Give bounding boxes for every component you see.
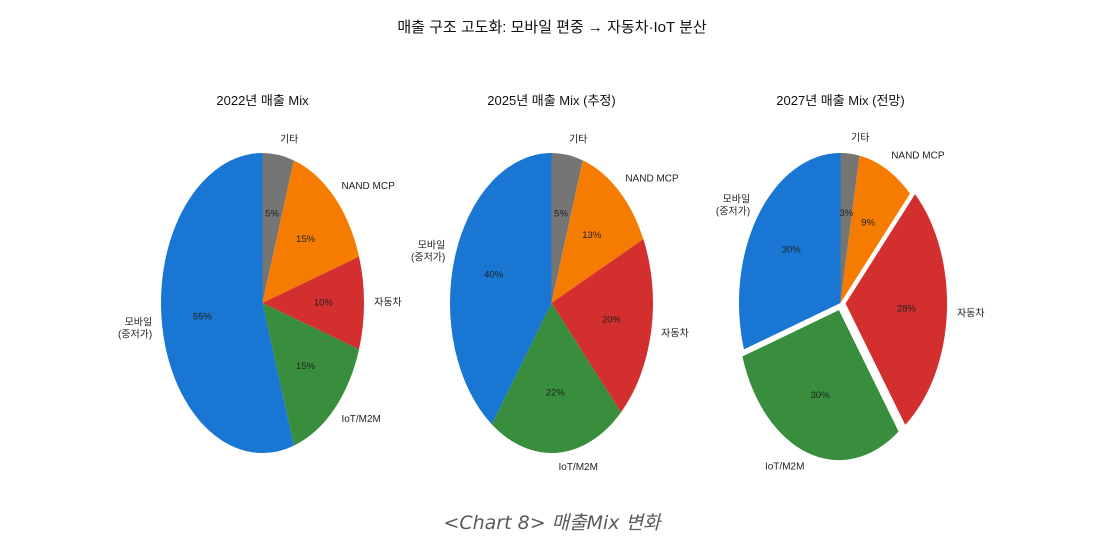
slice-label: IoT/M2M bbox=[559, 462, 598, 473]
pie-slice bbox=[262, 256, 364, 350]
pie-slice bbox=[742, 310, 899, 461]
pie-chart-2027: 2027년 매출 Mix (전망) 30% 30% 28% 9% 3% 모바일 (중저가) I… bbox=[716, 93, 985, 473]
slice-percent: 5% bbox=[554, 209, 568, 220]
slice-label: IoT/M2M bbox=[341, 414, 380, 425]
slice-label: NAND MCP bbox=[625, 174, 679, 185]
slice-label: IoT/M2M bbox=[765, 462, 804, 473]
slice-percent: 15% bbox=[296, 361, 316, 372]
slice-percent: 30% bbox=[782, 245, 802, 256]
chart-title: 매출 구조 고도화: 모바일 편중 → 자동차·IoT 분산 bbox=[397, 19, 707, 36]
slice-percent: 55% bbox=[193, 312, 213, 323]
slice-label: 모바일 (중저가) bbox=[716, 194, 750, 218]
slice-percent: 15% bbox=[296, 234, 316, 245]
pie-title: 2022년 매출 Mix bbox=[216, 93, 309, 108]
pie-slice bbox=[840, 153, 860, 303]
pie-slice bbox=[840, 155, 910, 303]
slice-label: 기타 bbox=[569, 134, 587, 146]
pie-slice bbox=[739, 153, 841, 350]
slice-percent: 5% bbox=[265, 209, 279, 220]
slice-percent: 30% bbox=[811, 390, 831, 401]
slice-percent: 10% bbox=[314, 298, 334, 309]
pie-title: 2025년 매출 Mix (추정) bbox=[487, 93, 615, 108]
pie-slice bbox=[161, 153, 294, 453]
slice-label: 모바일 (중저가) bbox=[411, 240, 445, 264]
slice-label: 자동차 bbox=[957, 307, 985, 319]
slice-label: 자동차 bbox=[661, 327, 689, 339]
figure-caption: <Chart 8> 매출Mix 변화 bbox=[443, 512, 661, 534]
slice-percent: 28% bbox=[897, 304, 917, 315]
pie-slice bbox=[262, 160, 360, 303]
slice-label: NAND MCP bbox=[891, 150, 945, 161]
slice-percent: 13% bbox=[582, 230, 602, 241]
slice-percent: 3% bbox=[839, 208, 853, 219]
pie-slice bbox=[845, 194, 948, 425]
pie-slice bbox=[551, 160, 644, 303]
pie-title: 2027년 매출 Mix (전망) bbox=[776, 93, 904, 108]
pie-slice bbox=[262, 303, 360, 446]
pie-chart-2022: 2022년 매출 Mix 55% 15% 10% 15% 5% 모바일 (중저가) IoT/M… bbox=[118, 93, 402, 453]
slice-percent: 40% bbox=[484, 270, 504, 281]
pie-chart-2025: 2025년 매출 Mix (추정) 40% 22% 20% 13% 5% 모바일 (중저가)… bbox=[411, 93, 689, 473]
slice-label: 자동차 bbox=[374, 297, 402, 309]
pie-slice bbox=[551, 239, 653, 413]
slice-label: 기타 bbox=[280, 134, 298, 146]
slice-label: NAND MCP bbox=[341, 181, 395, 192]
slice-label: 모바일 (중저가) bbox=[118, 316, 152, 340]
pie-slice bbox=[491, 303, 621, 453]
slice-percent: 22% bbox=[546, 387, 566, 398]
pie-slice bbox=[450, 153, 552, 425]
pie-slice bbox=[262, 153, 294, 303]
slice-percent: 9% bbox=[861, 217, 875, 228]
slice-percent: 20% bbox=[602, 314, 622, 325]
slice-label: 기타 bbox=[851, 132, 869, 144]
pie-slice bbox=[551, 153, 583, 303]
